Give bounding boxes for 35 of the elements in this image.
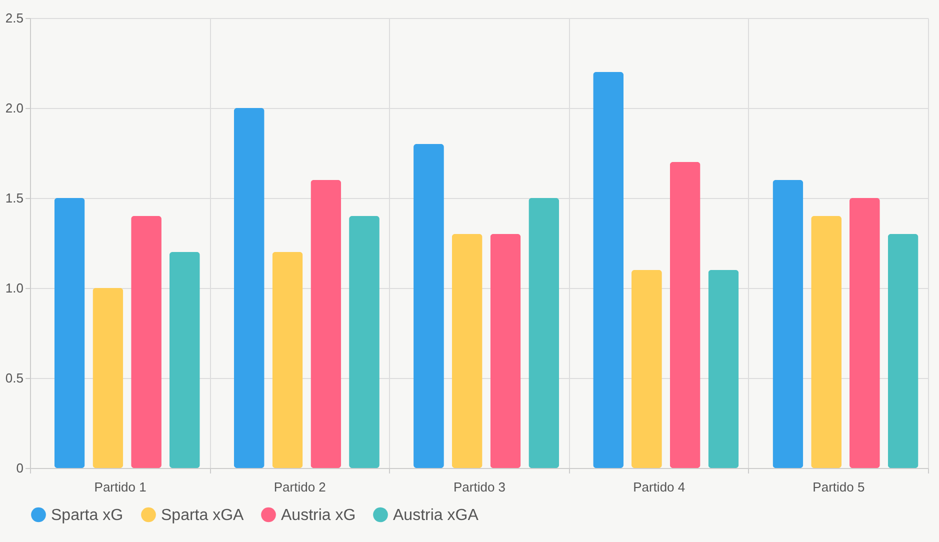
- bar: [670, 162, 700, 468]
- bar: [708, 270, 739, 468]
- bar: [528, 198, 560, 468]
- legend-label: Sparta xG: [51, 506, 124, 524]
- x-tick-label: Partido 3: [453, 480, 506, 494]
- y-tick-label: 1.5: [5, 190, 24, 206]
- bar: [490, 234, 521, 468]
- bar: [54, 198, 85, 468]
- bar: [632, 270, 662, 468]
- legend-label: Austria xG: [281, 506, 356, 524]
- y-tick-label: 0: [16, 460, 24, 476]
- x-tick-label: Partido 1: [94, 480, 146, 494]
- bar: [272, 252, 303, 468]
- bar: [234, 108, 264, 468]
- bar: [772, 180, 804, 468]
- bar: [811, 216, 842, 468]
- bar: [349, 216, 380, 468]
- bar: [593, 72, 624, 468]
- x-tick-label: Partido 5: [812, 480, 865, 494]
- bar: [888, 234, 918, 468]
- bar: [131, 216, 162, 468]
- x-tick-label: Partido 4: [633, 480, 686, 494]
- y-tick-label: 2.0: [5, 100, 24, 116]
- bar: [92, 288, 124, 468]
- y-tick-label: 1.0: [5, 280, 24, 296]
- bar: [452, 234, 482, 468]
- x-tick-label: Partido 2: [274, 480, 326, 494]
- bar: [849, 198, 880, 468]
- bar: [414, 144, 444, 468]
- bar: [169, 252, 200, 468]
- y-tick-label: 2.5: [5, 10, 24, 26]
- y-tick-label: 0.5: [5, 370, 24, 386]
- legend-label: Sparta xGA: [161, 506, 244, 524]
- legend-label: Austria xGA: [393, 506, 479, 524]
- bar: [310, 180, 342, 468]
